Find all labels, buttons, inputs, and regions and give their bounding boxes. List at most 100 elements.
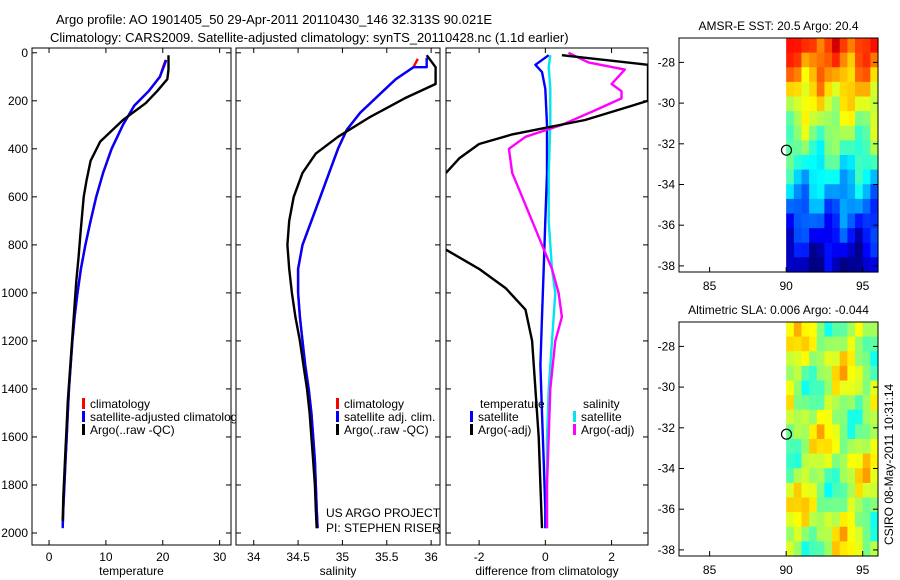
map-cell [862, 52, 871, 68]
x-tick-label: 30 [213, 550, 227, 564]
map-cell [832, 213, 841, 229]
map-cell [855, 526, 864, 542]
map-cell [786, 155, 795, 171]
map-cell [824, 526, 833, 542]
map-cell [809, 257, 818, 273]
y-tick-label: 1600 [1, 430, 28, 444]
map-cell [839, 140, 848, 156]
map-cell [862, 198, 871, 215]
map-cell [832, 81, 841, 98]
map-cell [847, 468, 856, 484]
map-cell [855, 140, 864, 156]
map-cell [786, 424, 795, 440]
map-cell [816, 497, 826, 513]
legend-swatch-2 [470, 424, 473, 435]
legend-entry-2: Argo(..raw -QC) [90, 423, 175, 437]
map-cell [862, 242, 871, 258]
map-cell [862, 140, 871, 156]
map-cell [847, 213, 856, 229]
map-cell [801, 336, 810, 352]
map-cell [793, 52, 803, 68]
map-cell [801, 213, 810, 229]
map-frame [678, 321, 879, 557]
map-cell [839, 468, 848, 484]
map-cell [855, 213, 864, 229]
map-cell [793, 497, 803, 513]
map-cell [816, 351, 826, 367]
map-cell [816, 213, 826, 229]
map-cell [801, 184, 810, 200]
x-tick-label: 90 [779, 279, 793, 293]
map-cell [862, 526, 871, 542]
map-cell [824, 380, 833, 396]
y-tick-label: -28 [658, 55, 676, 69]
map-cell [801, 111, 810, 127]
map-cell [809, 380, 818, 396]
y-tick-label: 400 [8, 142, 28, 156]
x-tick-label: 90 [779, 563, 793, 577]
map-cell [793, 322, 803, 338]
legend-entry-2: Argo(..raw -QC) [344, 423, 429, 437]
map-cell [786, 322, 795, 338]
map-cell [862, 184, 871, 200]
map-cell [832, 409, 841, 425]
map-cell [816, 365, 826, 382]
map-cell [816, 257, 826, 273]
map-cell [855, 67, 864, 83]
y-tick-label: -34 [658, 178, 676, 192]
map-cell [801, 482, 810, 499]
x-tick-label: 34.5 [286, 550, 310, 564]
map-cell [809, 497, 818, 513]
legend-swatch-4 [573, 411, 576, 422]
map-cell [862, 482, 871, 499]
map-cell [809, 424, 818, 440]
map-cell [809, 395, 818, 411]
map-cell [793, 111, 803, 127]
map-cell [793, 380, 803, 396]
y-tick-label: 1800 [1, 478, 28, 492]
map-cell [855, 52, 864, 68]
map-cell [816, 67, 826, 83]
map-cell [839, 257, 848, 273]
legend-swatch-2 [82, 424, 85, 435]
map-cell [801, 242, 810, 258]
map-cell [855, 242, 864, 258]
map-title: Altimetric SLA: 0.006 Argo: -0.044 [688, 303, 869, 317]
map-cell [839, 38, 848, 54]
plot-frame [31, 47, 232, 546]
map-cell [870, 111, 879, 127]
x-tick-label: 95 [856, 279, 870, 293]
map-cell [847, 351, 856, 367]
y-tick-label: -30 [658, 380, 676, 394]
map-cell [793, 169, 803, 185]
series-line-2 [61, 55, 170, 522]
x-tick-label: 35 [336, 550, 350, 564]
map-cell [870, 482, 879, 499]
map-cell [793, 336, 803, 352]
series-line-3 [446, 54, 648, 174]
map-cell [862, 468, 871, 484]
map-cell [801, 380, 810, 396]
map-cell [839, 322, 848, 338]
map-cell [839, 184, 848, 200]
map-cell [786, 140, 795, 156]
map-cell [847, 257, 856, 273]
map-cell [862, 81, 871, 98]
map-cell [839, 526, 848, 542]
map-cell [809, 155, 818, 171]
map-cell [839, 380, 848, 396]
map-cell [839, 336, 848, 352]
map-cell [862, 322, 871, 338]
map-cell [801, 468, 810, 484]
map-cell [809, 439, 818, 455]
map-cell [847, 228, 856, 244]
y-tick-label: 200 [8, 94, 28, 108]
y-tick-label: -30 [658, 96, 676, 110]
header-line-2: Climatology: CARS2009. Satellite-adjuste… [50, 30, 569, 45]
map-cell [839, 453, 848, 469]
map-cell [870, 169, 879, 185]
map-cell [824, 38, 833, 54]
map-cell [839, 155, 848, 171]
map-cell [847, 395, 856, 411]
map-cell [870, 213, 879, 229]
